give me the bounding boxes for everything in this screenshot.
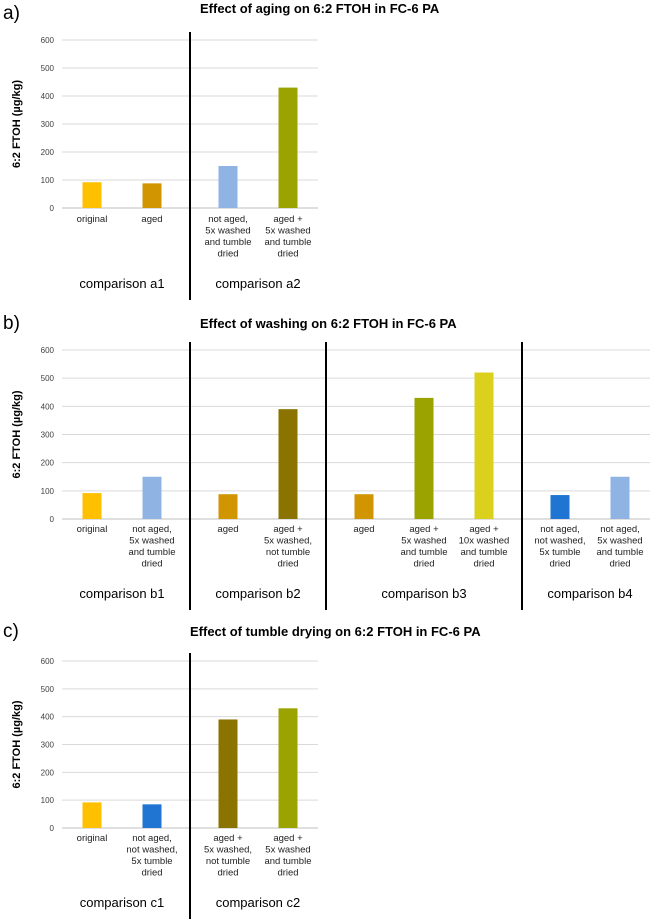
y-tick-label: 100 (41, 796, 55, 805)
x-tick-label: aged +5x washed, not tumble dried (204, 833, 252, 879)
chart-a: 0 100 200 300 400 500 600 6:2 FTOH (µg/kg) origi… (11, 32, 318, 300)
x-tick-label: aged +10x washed and tumble dried (459, 524, 510, 570)
group-label: comparison c2 (216, 895, 301, 910)
y-tick-label: 600 (41, 657, 55, 666)
y-tick-label: 100 (41, 176, 55, 185)
y-tick-label: 500 (41, 374, 55, 383)
y-tick-label: 400 (41, 402, 55, 411)
chart-c: 0 100 200 300 400 500 600 6:2 FTOH (µg/kg) origi… (11, 653, 318, 919)
bar (278, 708, 298, 828)
bar (278, 409, 298, 519)
y-tick-label: 200 (41, 459, 55, 468)
bar (82, 493, 102, 519)
bar (142, 183, 162, 208)
y-tick-label: 0 (50, 204, 55, 213)
bar (610, 476, 630, 519)
group-label: comparison a1 (79, 276, 164, 291)
group-label: comparison b4 (547, 586, 632, 601)
panel-letter-b: b) (3, 313, 20, 334)
bar (550, 495, 570, 519)
bar (142, 804, 162, 828)
bar (414, 397, 434, 519)
y-tick-label: 200 (41, 148, 55, 157)
bar (218, 494, 238, 519)
x-tick-label: not aged, not washed, 5x tumble dried (534, 524, 585, 570)
y-tick-label: 100 (41, 487, 55, 496)
x-tick-label: aged (353, 524, 374, 535)
x-tick-label: aged +5x washed and tumble dried (400, 524, 447, 570)
bar (354, 494, 374, 519)
bar (82, 182, 102, 208)
x-tick-label: aged +5x washed and tumble dried (264, 833, 311, 879)
bar (278, 87, 298, 208)
bar (218, 719, 238, 828)
x-tick-label: aged (217, 524, 238, 535)
panel-b: b) Effect of washing on 6:2 FTOH in FC-6… (0, 300, 672, 615)
y-tick-label: 500 (41, 685, 55, 694)
y-tick-label: 300 (41, 431, 55, 440)
group-label: comparison b3 (381, 586, 466, 601)
x-tick-label: original (77, 833, 108, 844)
bar (82, 802, 102, 828)
x-tick-label: original (77, 524, 108, 535)
x-tick-label: not aged, 5x washed and tumble dried (204, 214, 251, 260)
chart-title-c: Effect of tumble drying on 6:2 FTOH in F… (190, 624, 481, 639)
x-tick-label: original (77, 214, 108, 225)
y-tick-label: 400 (41, 92, 55, 101)
x-tick-label: not aged, 5x washed and tumble dried (128, 524, 175, 570)
x-tick-label: not aged, not washed, 5x tumble dried (126, 833, 177, 879)
bar (474, 372, 494, 519)
panel-letter-a: a) (3, 3, 20, 24)
x-tick-label: not aged, 5x washed and tumble dried (596, 524, 643, 570)
group-label: comparison a2 (215, 276, 300, 291)
x-tick-label: aged (141, 214, 162, 225)
y-tick-label: 0 (50, 515, 55, 524)
y-tick-label: 300 (41, 741, 55, 750)
y-axis-label: 6:2 FTOH (µg/kg) (11, 700, 23, 788)
bar (142, 476, 162, 519)
y-tick-label: 400 (41, 713, 55, 722)
panel-a: a) Effect of aging on 6:2 FTOH in FC-6 P… (0, 0, 672, 300)
y-tick-label: 600 (41, 346, 55, 355)
group-label: comparison b2 (215, 586, 300, 601)
y-tick-label: 300 (41, 120, 55, 129)
panel-letter-c: c) (3, 621, 19, 642)
y-tick-label: 0 (50, 824, 55, 833)
chart-b: 0 100 200 300 400 500 600 6:2 FTOH (µg/kg) origi… (11, 342, 650, 610)
y-axis-label: 6:2 FTOH (µg/kg) (11, 390, 23, 478)
y-axis-label: 6:2 FTOH (µg/kg) (11, 80, 23, 168)
chart-title-a: Effect of aging on 6:2 FTOH in FC-6 PA (200, 1, 440, 16)
y-tick-label: 500 (41, 64, 55, 73)
group-label: comparison c1 (80, 895, 165, 910)
x-tick-label: aged +5x washed and tumble dried (264, 214, 311, 260)
group-label: comparison b1 (79, 586, 164, 601)
x-tick-label: aged +5x washed, not tumble dried (264, 524, 312, 570)
chart-title-b: Effect of washing on 6:2 FTOH in FC-6 PA (200, 316, 457, 331)
y-tick-label: 600 (41, 36, 55, 45)
bar (218, 166, 238, 208)
panel-c: c) Effect of tumble drying on 6:2 FTOH i… (0, 615, 672, 919)
y-tick-label: 200 (41, 768, 55, 777)
